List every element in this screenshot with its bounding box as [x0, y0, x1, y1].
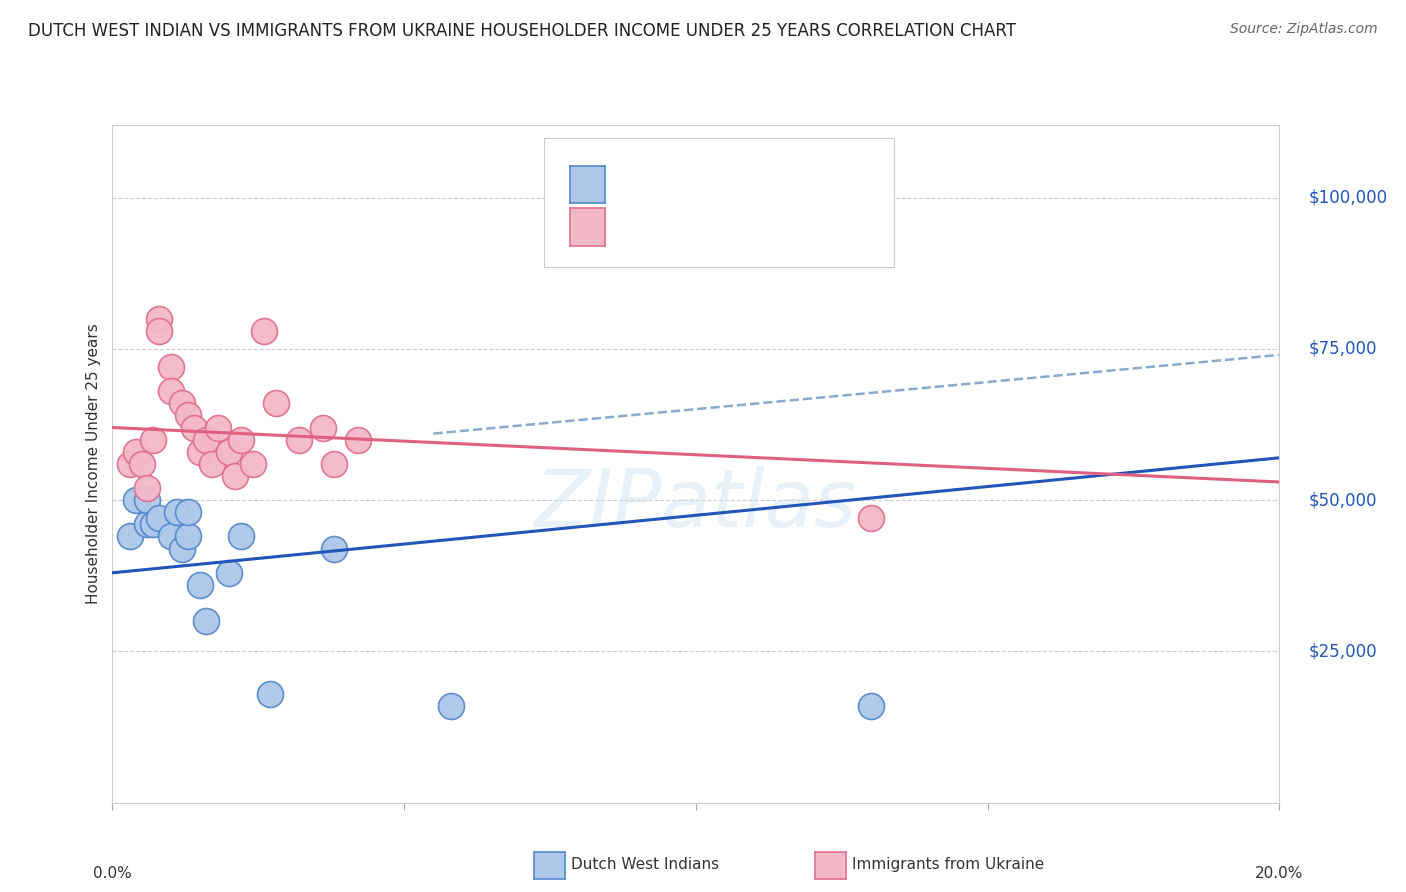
Point	[194, 433, 217, 447]
Y-axis label: Householder Income Under 25 years: Householder Income Under 25 years	[86, 324, 101, 604]
Point	[177, 505, 200, 519]
Point	[177, 409, 200, 423]
Point	[131, 457, 153, 471]
Text: R =  0.180   N = 19: R = 0.180 N = 19	[623, 165, 823, 184]
Point	[160, 359, 183, 374]
Point	[201, 457, 224, 471]
Point	[264, 396, 287, 410]
Point	[253, 324, 276, 338]
Point	[323, 541, 346, 556]
Point	[859, 511, 883, 525]
Point	[136, 481, 159, 495]
Point	[311, 420, 333, 434]
Point	[346, 433, 368, 447]
Point	[218, 444, 240, 458]
Point	[242, 457, 264, 471]
Point	[125, 493, 148, 508]
Text: R = -0.158   N = 27: R = -0.158 N = 27	[623, 212, 823, 230]
Point	[142, 433, 165, 447]
Text: Immigrants from Ukraine: Immigrants from Ukraine	[852, 857, 1045, 871]
Point	[207, 420, 229, 434]
Point	[194, 614, 217, 628]
Point	[166, 505, 188, 519]
Point	[118, 529, 141, 543]
Point	[125, 444, 148, 458]
Point	[136, 493, 159, 508]
Text: Dutch West Indians: Dutch West Indians	[571, 857, 718, 871]
Point	[188, 578, 211, 592]
Point	[160, 529, 183, 543]
Point	[188, 444, 211, 458]
Point	[259, 687, 281, 701]
Point	[229, 529, 252, 543]
Point	[148, 511, 170, 525]
Text: DUTCH WEST INDIAN VS IMMIGRANTS FROM UKRAINE HOUSEHOLDER INCOME UNDER 25 YEARS C: DUTCH WEST INDIAN VS IMMIGRANTS FROM UKR…	[28, 22, 1017, 40]
Point	[160, 384, 183, 399]
Point	[136, 517, 159, 532]
Point	[440, 698, 463, 713]
Text: $75,000: $75,000	[1309, 340, 1376, 358]
Point	[172, 396, 194, 410]
Text: $25,000: $25,000	[1309, 642, 1378, 660]
Point	[172, 541, 194, 556]
Text: 20.0%: 20.0%	[1256, 866, 1303, 881]
Point	[288, 433, 311, 447]
Point	[859, 698, 883, 713]
Point	[142, 517, 165, 532]
Point	[183, 420, 205, 434]
Point	[224, 469, 246, 483]
Point	[323, 457, 346, 471]
FancyBboxPatch shape	[544, 138, 894, 268]
Point	[229, 433, 252, 447]
Point	[118, 457, 141, 471]
Point	[177, 529, 200, 543]
Point	[148, 311, 170, 326]
Text: 0.0%: 0.0%	[93, 866, 132, 881]
Text: Source: ZipAtlas.com: Source: ZipAtlas.com	[1230, 22, 1378, 37]
Text: $50,000: $50,000	[1309, 491, 1376, 509]
Point	[218, 566, 240, 580]
Text: ZIPatlas: ZIPatlas	[534, 466, 858, 543]
Text: $100,000: $100,000	[1309, 188, 1388, 207]
Point	[148, 324, 170, 338]
